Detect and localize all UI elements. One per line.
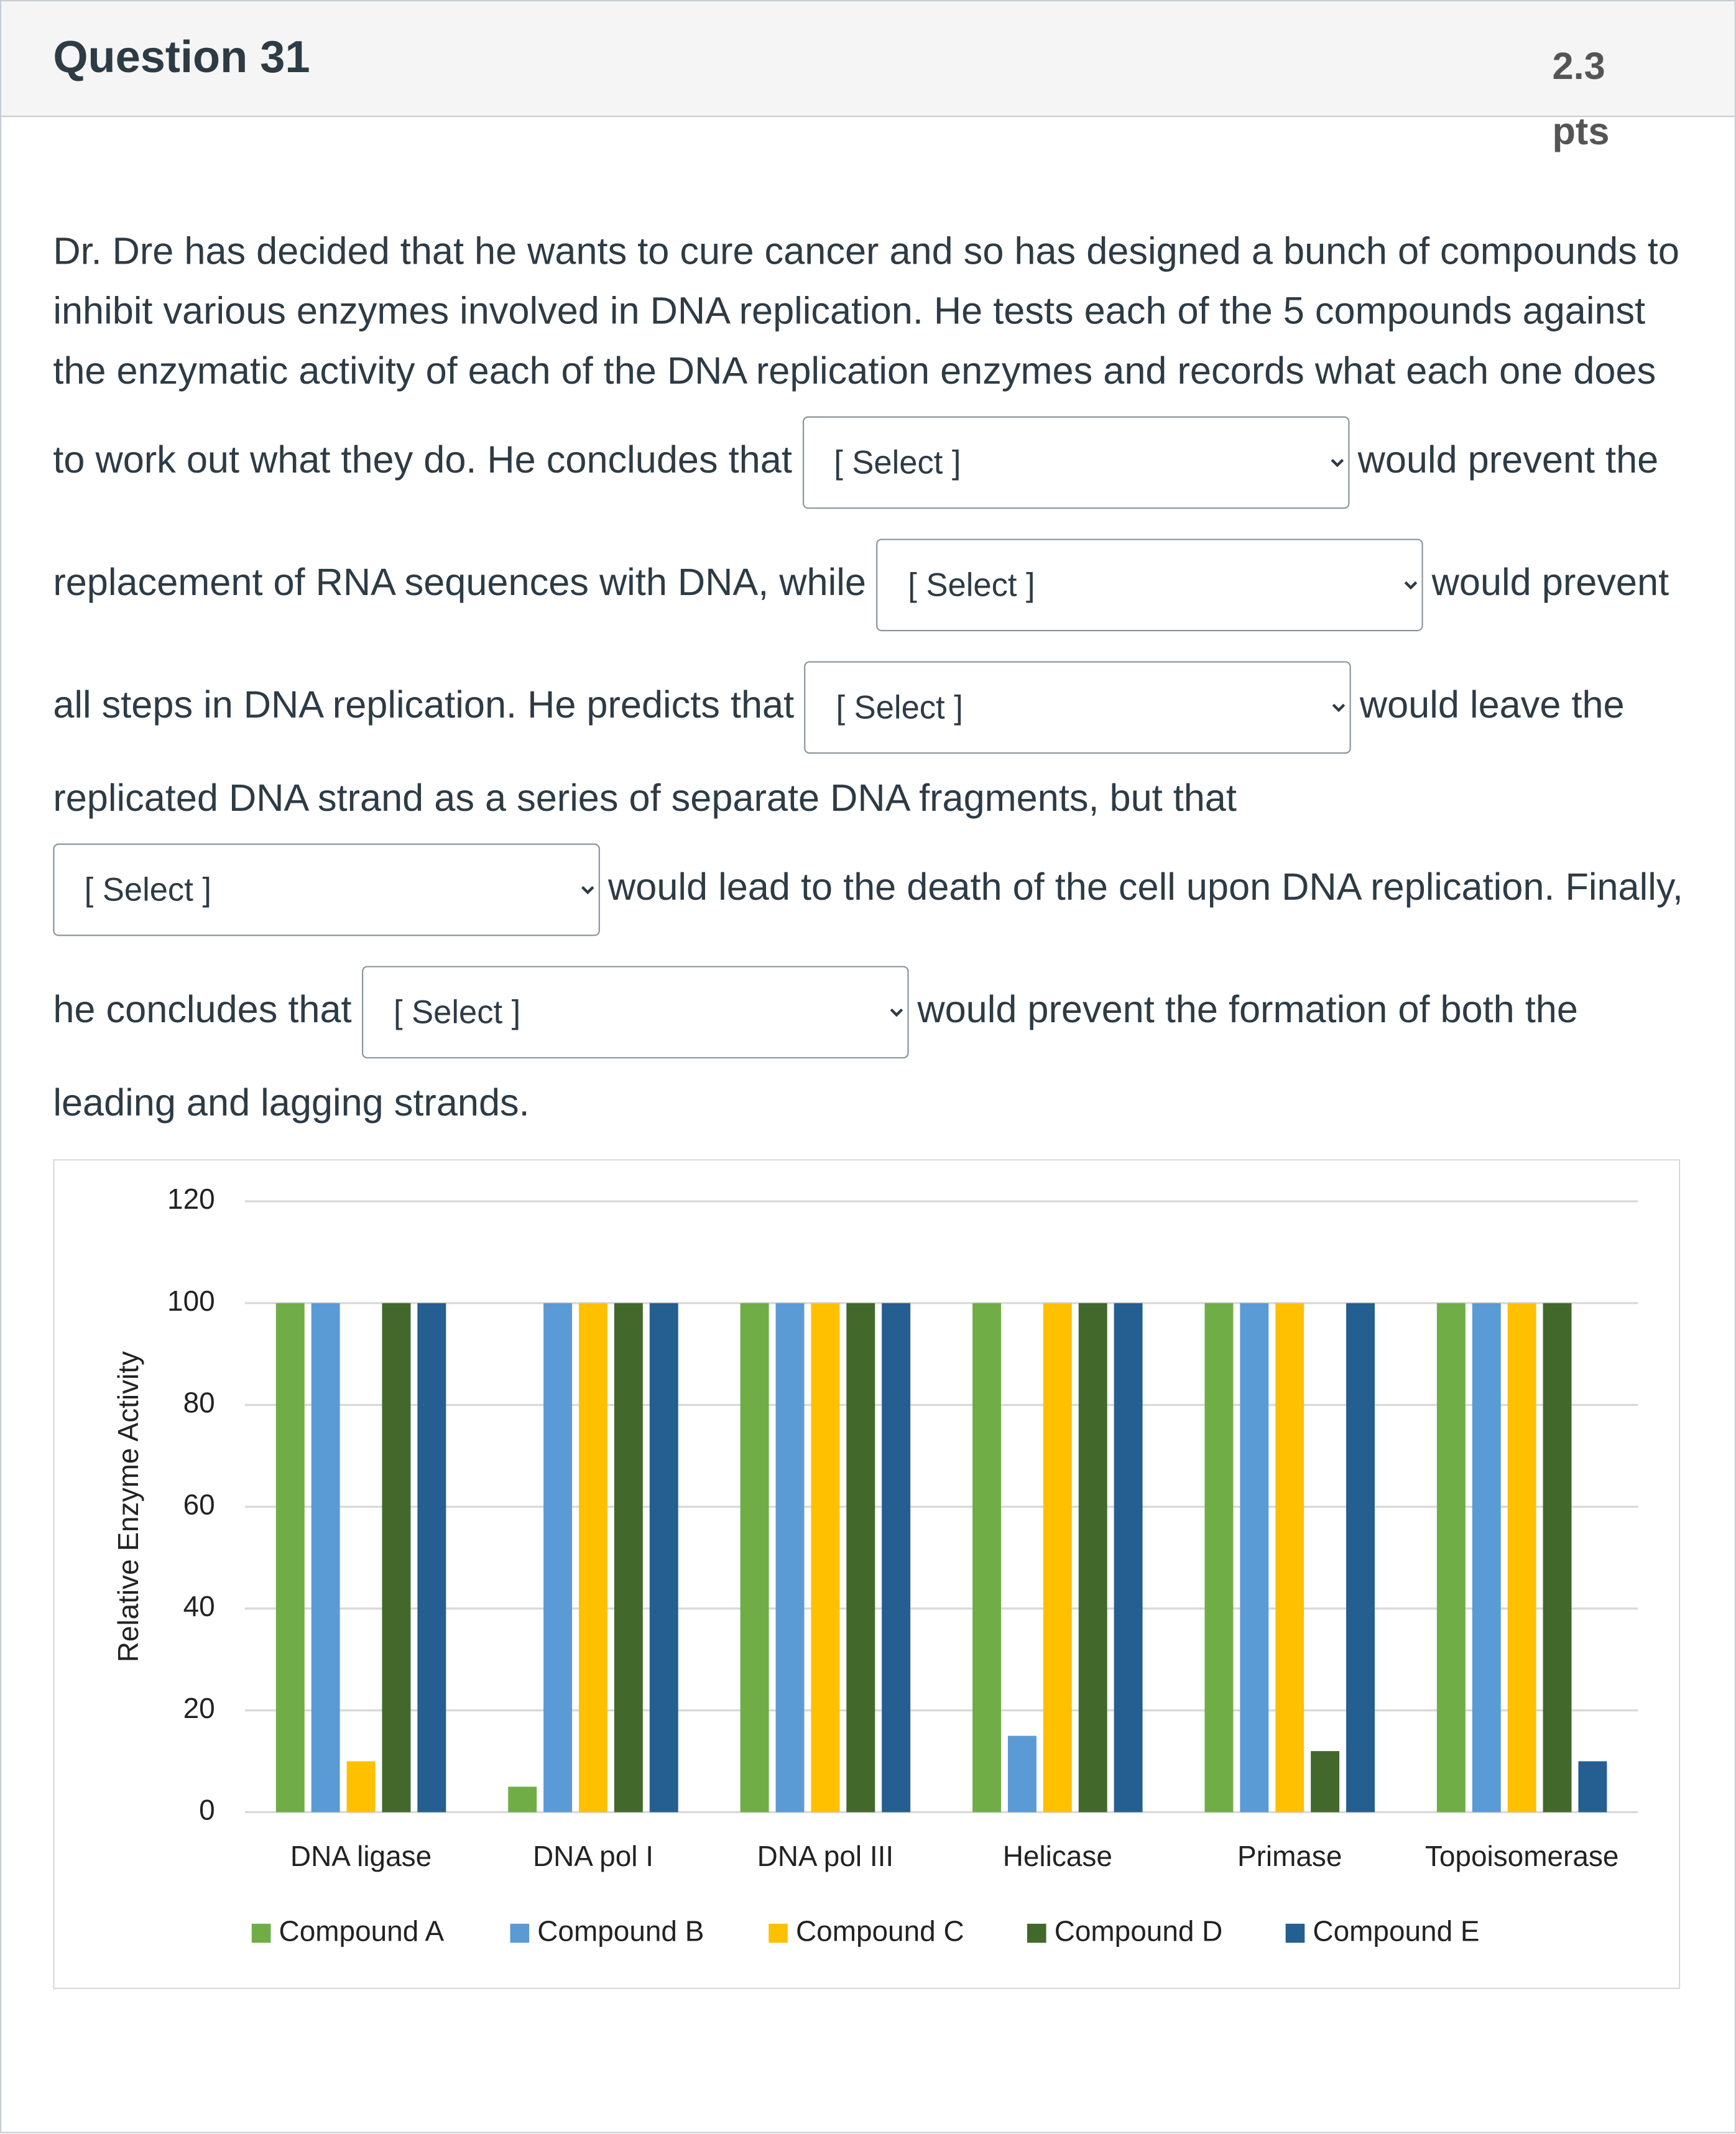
x-tick-label: Primase bbox=[1237, 1840, 1342, 1872]
legend-swatch bbox=[510, 1923, 530, 1943]
question-text-segment: would prevent the formation of both the … bbox=[53, 988, 1578, 1124]
question-text-segment: would prevent all steps in DNA replicati… bbox=[53, 561, 1669, 726]
legend-label: Compound A bbox=[279, 1915, 445, 1947]
bar bbox=[417, 1303, 446, 1813]
chart: 0 20 40 60 80 100 120 Relative Enzyme Activity D… bbox=[53, 1159, 1681, 1989]
answer-dropdown[interactable]: [ Select ] bbox=[362, 966, 910, 1059]
legend-label: Compound B bbox=[537, 1915, 704, 1947]
x-tick-label: DNA ligase bbox=[290, 1840, 432, 1872]
bar bbox=[275, 1303, 305, 1813]
y-tick-label: 0 bbox=[199, 1794, 215, 1826]
x-tick-label: DNA pol I bbox=[533, 1840, 653, 1872]
answer-dropdown[interactable]: [ Select ] bbox=[53, 843, 600, 936]
bar bbox=[1311, 1751, 1340, 1813]
answer-dropdown[interactable]: [ Select ] bbox=[802, 416, 1350, 509]
y-tick-label: 120 bbox=[167, 1183, 215, 1215]
question-text: Dr. Dre has decided that he wants to cur… bbox=[53, 222, 1692, 1134]
y-axis-label: Relative Enzyme Activity bbox=[112, 1351, 144, 1662]
answer-dropdown[interactable]: [ Select ] bbox=[876, 538, 1424, 632]
bar bbox=[1007, 1735, 1037, 1813]
x-tick-label: DNA pol III bbox=[757, 1840, 894, 1872]
question-text-segment: would leave the replicated DNA strand as… bbox=[53, 683, 1625, 820]
bar bbox=[578, 1303, 607, 1813]
bar bbox=[382, 1303, 411, 1813]
answer-dropdown[interactable]: [ Select ] bbox=[805, 661, 1352, 754]
bar bbox=[311, 1303, 340, 1813]
question-text-segment: Dr. Dre has decided that he wants to cur… bbox=[53, 229, 1679, 481]
legend-swatch bbox=[769, 1923, 788, 1943]
x-tick-label: Topoisomerase bbox=[1425, 1840, 1619, 1872]
legend-swatch bbox=[251, 1923, 271, 1943]
bar bbox=[346, 1761, 376, 1813]
bar bbox=[1240, 1303, 1269, 1813]
bar bbox=[1472, 1303, 1501, 1813]
legend-label: Compound C bbox=[796, 1915, 964, 1947]
bar bbox=[649, 1303, 678, 1813]
bar bbox=[508, 1786, 537, 1813]
bar bbox=[846, 1303, 875, 1813]
bar bbox=[882, 1303, 911, 1813]
bar bbox=[811, 1303, 840, 1813]
question-text-segment: would prevent the replacement of RNA seq… bbox=[53, 438, 1659, 604]
bar bbox=[1436, 1303, 1466, 1813]
question-text-segment: would lead to the death of the cell upon… bbox=[53, 866, 1683, 1031]
bar bbox=[543, 1303, 573, 1813]
legend-label: Compound D bbox=[1055, 1915, 1223, 1947]
legend-swatch bbox=[1027, 1923, 1046, 1943]
bar bbox=[775, 1303, 805, 1813]
y-tick-label: 60 bbox=[183, 1488, 215, 1520]
y-tick-label: 100 bbox=[167, 1285, 215, 1317]
bar bbox=[1507, 1303, 1536, 1813]
bar bbox=[1578, 1761, 1607, 1813]
bar bbox=[1204, 1303, 1234, 1813]
x-tick-label: Helicase bbox=[1003, 1840, 1112, 1872]
bar bbox=[1043, 1303, 1072, 1813]
bar bbox=[1275, 1303, 1304, 1813]
legend-swatch bbox=[1285, 1923, 1305, 1943]
bar bbox=[1346, 1303, 1375, 1813]
bar bbox=[614, 1303, 643, 1813]
question-points: 2.3 pts bbox=[1552, 45, 1610, 153]
question-title: Question 31 bbox=[53, 31, 310, 82]
legend-label: Compound E bbox=[1313, 1915, 1479, 1947]
bar bbox=[1078, 1303, 1107, 1813]
bar bbox=[972, 1303, 1002, 1813]
bar bbox=[1114, 1303, 1143, 1813]
y-tick-label: 80 bbox=[183, 1387, 215, 1419]
y-tick-label: 40 bbox=[183, 1590, 215, 1622]
bar bbox=[740, 1303, 769, 1813]
question-header: Question 31 2.3 pts bbox=[1, 1, 1735, 152]
y-tick-label: 20 bbox=[183, 1692, 215, 1724]
bar bbox=[1543, 1303, 1572, 1813]
